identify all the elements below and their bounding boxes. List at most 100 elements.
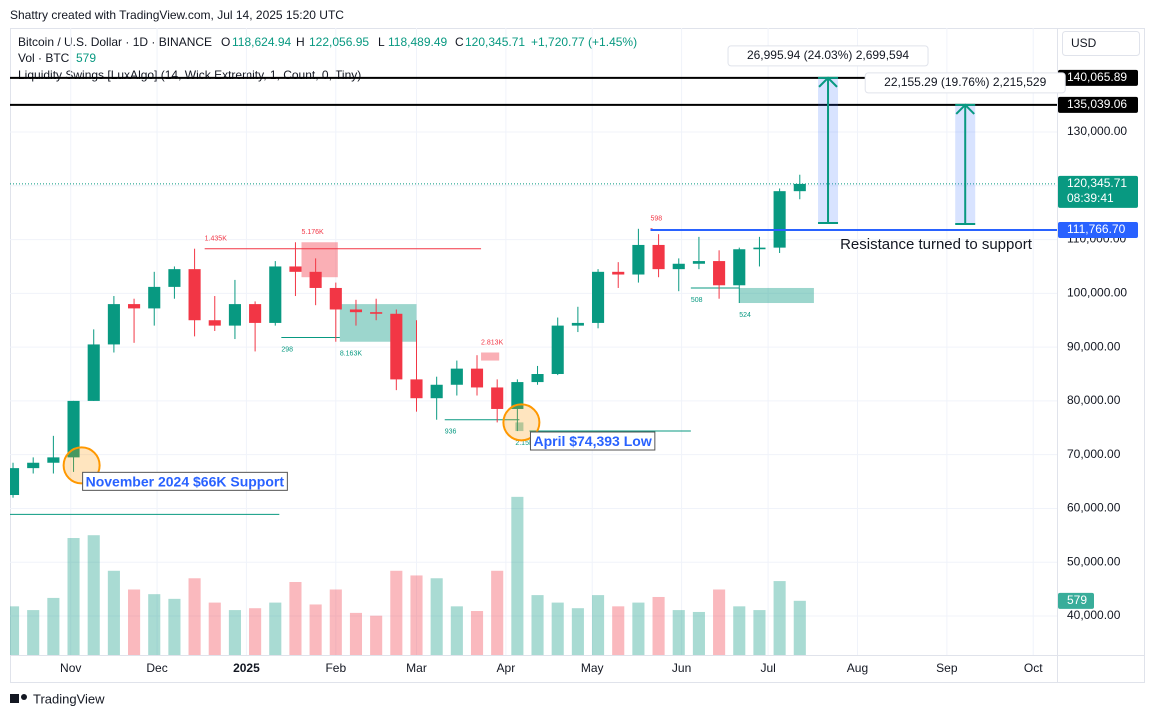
candle-body xyxy=(551,325,564,375)
candle-body xyxy=(47,457,60,463)
volume-bar xyxy=(148,594,161,655)
volume-bar xyxy=(168,598,181,655)
annotation: April $74,393 Low xyxy=(533,433,651,449)
y-tick-label: 80,000.00 xyxy=(1067,393,1121,407)
candle-body xyxy=(531,374,544,383)
volume-bar xyxy=(672,610,685,655)
x-tick-label: Mar xyxy=(406,661,427,675)
zone xyxy=(301,242,338,278)
x-tick-label: Jul xyxy=(760,661,775,675)
volume-bar xyxy=(713,589,726,655)
volume-bar xyxy=(531,595,544,655)
volume-bar xyxy=(430,578,443,655)
price-tag xyxy=(1058,96,1138,113)
candle-body xyxy=(128,304,141,309)
volume-bar xyxy=(349,612,363,655)
annotation: November 2024 $66K Support xyxy=(86,473,285,489)
candle-body xyxy=(410,379,423,399)
zone-label: 598 xyxy=(651,216,663,223)
candle-body xyxy=(733,249,746,286)
candle-body xyxy=(228,304,241,326)
candle-body xyxy=(67,400,80,458)
candle-body xyxy=(289,266,302,272)
volume-value: 579 xyxy=(76,51,96,65)
volume-bar xyxy=(733,606,746,655)
volume-bar xyxy=(188,578,201,655)
volume-bar xyxy=(773,581,786,655)
ohlc-key: L xyxy=(378,35,385,49)
volume-bar xyxy=(612,606,625,655)
candle-body xyxy=(309,271,322,288)
zone-label: 8.163K xyxy=(340,351,363,358)
volume-bar xyxy=(128,589,141,655)
candle-body xyxy=(188,269,201,321)
candle-body xyxy=(491,387,504,409)
candle-body xyxy=(249,304,262,323)
x-tick-label: Aug xyxy=(847,661,868,675)
countdown: 08:39:41 xyxy=(1067,191,1114,205)
annotation-box xyxy=(529,431,656,451)
candle-body xyxy=(370,312,383,314)
volume-bar xyxy=(27,610,40,655)
x-tick-label: 2025 xyxy=(233,661,260,675)
price-tag-label: 120,345.71 xyxy=(1067,176,1127,190)
volume-bar xyxy=(47,597,60,655)
x-tick-label: Nov xyxy=(60,661,81,675)
candle-body xyxy=(430,384,443,399)
volume-bar xyxy=(390,570,403,655)
candle-body xyxy=(571,322,584,326)
ohlc-key: H xyxy=(296,35,305,49)
volume-bar xyxy=(10,606,20,655)
volume-title: Vol · BTC xyxy=(18,51,70,65)
volume-bar xyxy=(410,575,423,655)
measure-label: 26,995.94 (24.03%) 2,699,594 xyxy=(747,48,909,62)
volume-bar xyxy=(551,602,564,655)
zone-label: 5.176K xyxy=(302,229,325,236)
y-tick-label: 130,000.00 xyxy=(1067,124,1127,138)
currency-button[interactable] xyxy=(1062,31,1140,56)
candle-body xyxy=(269,266,282,323)
price-tag xyxy=(1058,222,1138,239)
candle-body xyxy=(592,271,605,323)
ohlc-value: 122,056.95 xyxy=(309,35,369,49)
y-tick-label: 50,000.00 xyxy=(1067,554,1121,568)
highlight-circle xyxy=(502,403,541,442)
y-tick-label: 90,000.00 xyxy=(1067,339,1121,353)
x-tick-label: Apr xyxy=(497,661,516,675)
candle-body xyxy=(208,320,221,326)
candle-body xyxy=(652,244,665,270)
indicator: Liquidity Swings [LuxAlgo] (14, Wick Ext… xyxy=(18,68,361,82)
volume-bar xyxy=(592,595,605,655)
volume-bar xyxy=(511,496,524,655)
candle-body xyxy=(450,368,463,385)
candle-body xyxy=(349,309,363,313)
candle-body xyxy=(672,263,685,270)
zone-label: 508 xyxy=(691,297,703,304)
candle-body xyxy=(612,271,625,275)
symbol: Bitcoin / U.S. Dollar · 1D · BINANCE xyxy=(18,35,212,49)
volume-bar xyxy=(692,611,705,655)
volume-bar xyxy=(289,582,302,655)
zone-label: 298 xyxy=(281,346,293,353)
x-tick-label: Oct xyxy=(1024,661,1043,675)
x-tick-label: Feb xyxy=(325,661,346,675)
change: +1,720.77 (+1.45%) xyxy=(531,35,637,49)
y-tick-label: 100,000.00 xyxy=(1067,286,1127,300)
zone-label: 936 xyxy=(445,429,457,436)
brand-name: TradingView xyxy=(33,691,105,706)
volume-bar xyxy=(249,608,262,655)
annotation: Resistance turned to support xyxy=(840,236,1033,253)
ohlc-key: C xyxy=(455,35,464,49)
candle-body xyxy=(470,368,484,388)
price-tag xyxy=(1058,175,1138,208)
measure-label: 22,155.29 (19.76%) 2,215,529 xyxy=(884,75,1046,89)
candle-body xyxy=(107,304,120,345)
candle-body xyxy=(148,286,161,309)
price-tag xyxy=(1058,69,1138,86)
currency[interactable]: USD xyxy=(1071,36,1097,50)
zone-label: 1.435K xyxy=(205,236,228,243)
ohlc-value: 120,345.71 xyxy=(465,35,525,49)
candle-body xyxy=(632,244,645,275)
ohlc-key: O xyxy=(221,35,230,49)
